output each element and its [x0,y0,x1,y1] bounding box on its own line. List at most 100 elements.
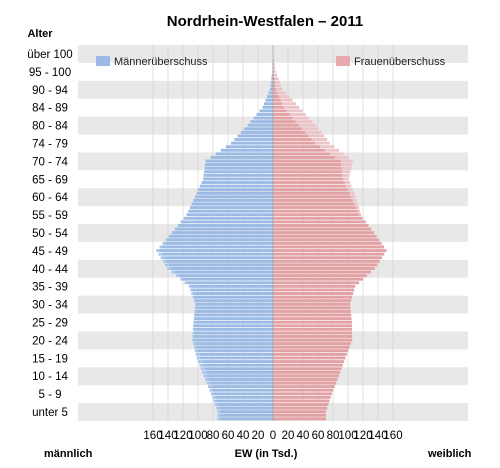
bar-female [273,227,372,231]
bar-male-surplus [165,238,167,242]
bar-female-surplus [341,170,351,174]
bar-female [273,91,278,95]
bar-female [273,313,352,317]
bar-female [273,145,321,149]
bar-female [273,113,290,116]
bar-male [198,188,273,192]
age-label: 84 - 89 [32,103,68,115]
bar-female [273,256,382,260]
bar-male [200,356,273,360]
bar-male-surplus [200,367,205,371]
bar-male-surplus [217,417,221,421]
bar-male-surplus [171,270,175,274]
bar-female-surplus [315,141,330,145]
bar-female [273,156,336,159]
bar-male-surplus [192,335,194,338]
bar-female [273,127,302,131]
age-label: 74 - 79 [32,138,68,150]
bar-male [161,245,273,249]
bar-female [273,259,380,263]
bar-male [272,70,273,73]
bar-female [273,399,330,403]
bar-male [270,80,273,84]
age-label: 50 - 54 [32,228,68,240]
bar-male-surplus [165,263,169,267]
bar-female [273,245,385,249]
x-tick-label: 60 [312,430,325,442]
age-label: 60 - 64 [32,192,68,204]
bar-male-surplus [193,342,196,346]
bar-male [192,292,273,295]
x-tick-label: 100 [338,430,357,442]
bar-female [273,231,374,235]
bar-female [273,270,372,274]
bar-male [191,288,273,292]
bar-male [194,299,273,303]
bar-female-surplus [289,113,306,116]
bar-female [273,191,350,195]
bar-male [161,252,273,256]
bar-male [272,66,273,70]
x-tick-label: 120 [353,430,372,442]
bar-male [159,249,273,252]
bar-female [273,188,348,192]
bar-male [193,335,273,338]
bar-male-surplus [168,234,170,238]
bar-female [273,410,326,414]
bar-female-surplus [365,220,367,224]
bar-male [270,87,273,91]
bar-male [247,123,273,127]
bar-male [164,256,273,260]
bar-male-surplus [193,320,195,324]
bar-male [256,113,273,116]
bar-female-surplus [273,62,275,66]
bar-male [164,241,273,245]
bar-female-surplus [347,188,353,192]
bar-male [189,206,273,210]
bar-female [273,388,334,392]
bar-female-surplus [352,198,357,202]
bar-male [237,134,273,138]
age-label: 20 - 24 [32,335,68,347]
bar-female [273,130,306,134]
bar-female [273,109,287,113]
bar-female-surplus [273,70,276,73]
x-tick-label: 100 [188,430,207,442]
bar-male [265,98,273,102]
bar-male-surplus [202,370,206,374]
x-label-female: weiblich [427,448,472,460]
bar-female-surplus [342,173,350,177]
bar-male [194,313,273,317]
bar-female [273,148,326,152]
bar-female-surplus [335,156,349,159]
bar-male-surplus [162,241,165,245]
bar-female-surplus [305,130,322,134]
bar-female [273,263,378,267]
bar-male [259,109,273,113]
bar-male-surplus [195,302,196,306]
bar-female-surplus [275,84,282,88]
bar-female-surplus [275,80,280,84]
bar-female [273,123,299,127]
bar-male [174,227,273,231]
bar-male-surplus [208,385,212,389]
x-tick-label: 140 [368,430,387,442]
bar-male [267,95,273,99]
bar-male-surplus [213,399,217,403]
bar-male [209,381,273,385]
x-tick-label: 20 [282,430,295,442]
bar-male [262,105,273,109]
bar-female [273,120,296,124]
bar-male-surplus [167,267,171,270]
bar-female [273,105,284,109]
bar-male [211,385,273,389]
bar-male [194,324,273,328]
bar-male [196,191,273,195]
bar-female [273,66,274,70]
bar-male-surplus [211,392,215,396]
bar-male [217,403,273,406]
age-label: 40 - 44 [32,264,68,276]
bar-male-surplus [180,277,183,281]
bar-male [172,231,273,235]
bar-female-surplus [292,116,310,120]
